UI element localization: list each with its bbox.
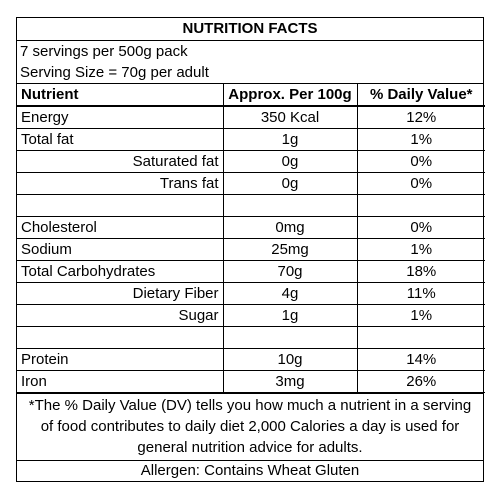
header-daily-value: % Daily Value*: [356, 84, 485, 107]
table-row: Sugar 1g 1%: [17, 304, 485, 327]
nutrient-name: Sodium: [17, 238, 224, 261]
table-row: Dietary Fiber 4g 11%: [17, 282, 485, 305]
nutrient-dv: 12%: [356, 105, 485, 129]
nutrient-dv: 0%: [356, 172, 485, 195]
nutrient-amount: 10g: [222, 348, 358, 371]
table-row: Protein 10g 14%: [17, 348, 485, 371]
label-title: NUTRITION FACTS: [17, 18, 483, 41]
serving-info: 7 servings per 500g pack Serving Size = …: [17, 41, 483, 84]
nutrient-name: Iron: [17, 370, 224, 393]
allergen-statement: Allergen: Contains Wheat Gluten: [140, 462, 360, 479]
nutrition-table: Nutrient Approx. Per 100g % Daily Value*…: [17, 84, 485, 393]
nutrient-dv: 1%: [356, 238, 485, 261]
header-nutrient: Nutrient: [17, 84, 224, 107]
nutrient-dv: 18%: [356, 260, 485, 283]
table-row: Total fat 1g 1%: [17, 128, 485, 151]
nutrient-dv: 26%: [356, 370, 485, 393]
nutrient-dv: 0%: [356, 216, 485, 239]
table-row: Saturated fat 0g 0%: [17, 150, 485, 173]
nutrient-name: Protein: [17, 348, 224, 371]
nutrient-dv: 0%: [356, 150, 485, 173]
table-row: Energy 350 Kcal 12%: [17, 105, 485, 129]
nutrient-amount: 1g: [222, 304, 358, 327]
nutrient-amount: 70g: [222, 260, 358, 283]
nutrient-name: Cholesterol: [17, 216, 224, 239]
spacer-row: [17, 194, 485, 217]
table-row: Trans fat 0g 0%: [17, 172, 485, 195]
nutrition-facts-label: NUTRITION FACTS 7 servings per 500g pack…: [16, 17, 485, 482]
nutrient-amount: 4g: [222, 282, 358, 305]
nutrient-name: Total Carbohydrates: [17, 260, 224, 283]
servings-per-pack: 7 servings per 500g pack: [20, 43, 188, 60]
nutrient-name: Trans fat: [17, 172, 224, 195]
nutrient-amount: 0g: [222, 150, 358, 173]
spacer-row: [17, 326, 485, 349]
nutrient-name: Saturated fat: [17, 150, 224, 173]
nutrient-amount: 350 Kcal: [222, 105, 358, 129]
table-row: Iron 3mg 26%: [17, 370, 485, 393]
nutrient-name: Energy: [17, 105, 224, 129]
nutrient-amount: 0g: [222, 172, 358, 195]
header-per100g: Approx. Per 100g: [222, 84, 358, 107]
nutrient-amount: 3mg: [222, 370, 358, 393]
nutrient-name: Total fat: [17, 128, 224, 151]
daily-value-footnote: *The % Daily Value (DV) tells you how mu…: [17, 393, 483, 461]
nutrient-dv: 1%: [356, 128, 485, 151]
table-row: Cholesterol 0mg 0%: [17, 216, 485, 239]
table-header-row: Nutrient Approx. Per 100g % Daily Value*: [17, 84, 485, 107]
serving-size: Serving Size = 70g per adult: [20, 64, 209, 81]
nutrient-name: Dietary Fiber: [17, 282, 224, 305]
nutrient-dv: 11%: [356, 282, 485, 305]
table-row: Sodium 25mg 1%: [17, 238, 485, 261]
nutrient-dv: 14%: [356, 348, 485, 371]
nutrient-dv: 1%: [356, 304, 485, 327]
nutrient-amount: 1g: [222, 128, 358, 151]
nutrient-name: Sugar: [17, 304, 224, 327]
table-row: Total Carbohydrates 70g 18%: [17, 260, 485, 283]
nutrient-amount: 25mg: [222, 238, 358, 261]
nutrient-amount: 0mg: [222, 216, 358, 239]
